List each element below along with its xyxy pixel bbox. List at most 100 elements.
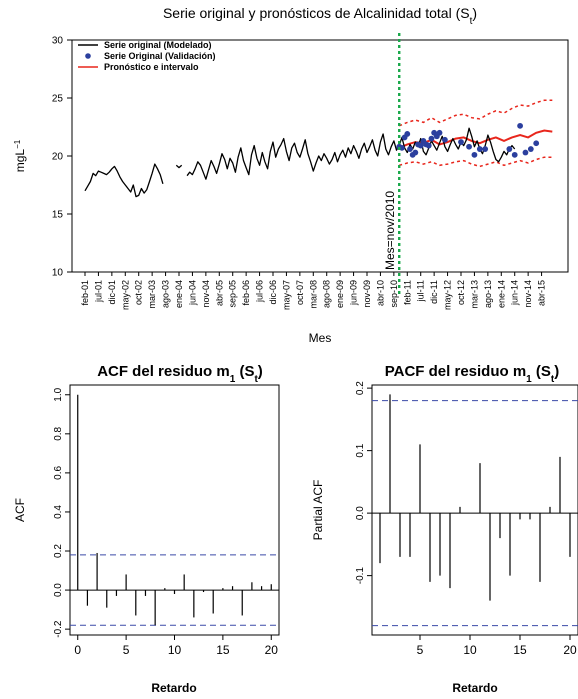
top-x-tick-label: dic-11	[429, 280, 439, 304]
pacf-x-tick-label: 15	[513, 643, 527, 657]
legend-label-forecast: Pronóstico e intervalo	[104, 62, 199, 72]
acf-y-tick-label: 0.4	[53, 505, 64, 519]
validation-point	[404, 131, 411, 137]
legend-label-original: Serie original (Modelado)	[104, 40, 212, 50]
acf-x-tick-label: 0	[74, 643, 81, 657]
pacf-x-tick-label: 10	[463, 643, 477, 657]
acf-y-tick-label: 0.8	[53, 426, 64, 440]
pacf-title: PACF del residuo m1 (St)	[385, 363, 560, 385]
acf-y-tick-label: 0.6	[53, 466, 64, 480]
acf-y-axis-label: ACF	[13, 498, 27, 522]
top-x-tick-label: ene-14	[496, 280, 506, 308]
top-x-tick-label: ago-13	[483, 280, 493, 308]
top-x-tick-label: nov-14	[523, 280, 533, 308]
pacf-y-tick-label: -0.1	[355, 567, 366, 585]
top-x-tick-label: ago-03	[161, 280, 171, 308]
top-y-tick-label: 15	[52, 210, 64, 221]
forecast-lower-bound	[398, 156, 553, 168]
validation-point	[407, 146, 413, 152]
top-x-tick-label: oct-07	[295, 280, 305, 305]
validation-point	[436, 129, 443, 136]
top-chart: Serie original y pronósticos de Alcalini…	[13, 5, 569, 345]
top-x-tick-label: nov-09	[362, 280, 372, 308]
validation-point	[399, 144, 405, 151]
top-x-tick-label: jul-01	[93, 280, 103, 303]
legend-swatch-validation	[85, 53, 91, 59]
validation-points-layer	[396, 122, 540, 158]
validation-point	[458, 139, 464, 145]
pacf-x-tick-label: 20	[563, 643, 577, 657]
top-x-tick-label: nov-04	[201, 280, 211, 308]
acf-y-tick-label: 0.2	[53, 544, 64, 558]
top-x-tick-label: sep-05	[228, 280, 238, 308]
original-series-layer	[84, 127, 516, 198]
top-x-tick-label: may-07	[281, 280, 291, 310]
top-x-tick-label: feb-06	[241, 280, 251, 306]
top-y-tick-label: 25	[52, 94, 64, 105]
acf-y-tick-label: -0.2	[53, 620, 64, 638]
validation-point	[476, 146, 483, 152]
top-x-tick-label: mar-08	[308, 280, 318, 309]
validation-point	[506, 146, 513, 152]
original-series-line	[84, 127, 516, 198]
top-x-tick-label: dic-01	[107, 280, 117, 305]
validation-point	[428, 135, 435, 142]
cut-annotation: Mes=nov/2010	[383, 191, 397, 270]
top-chart-title: Serie original y pronósticos de Alcalini…	[163, 5, 477, 27]
validation-point	[517, 122, 523, 129]
top-x-tick-label: sep-10	[389, 280, 399, 308]
top-y-tick-label: 30	[52, 36, 64, 47]
acf-plot-frame	[69, 384, 280, 636]
top-plot-frame	[71, 39, 569, 273]
top-x-tick-label: may-02	[120, 280, 130, 310]
top-x-tick-label: ago-08	[322, 280, 332, 308]
validation-point	[527, 146, 534, 152]
validation-point	[412, 149, 419, 156]
pacf-y-tick-label: 0.0	[355, 506, 366, 520]
top-x-tick-label: abr-15	[537, 280, 547, 306]
pacf-axes: -0.1 0.0 0.1 0.2 5 10 15 20	[355, 381, 578, 657]
validation-point	[471, 151, 478, 158]
top-x-tick-label: jun-14	[510, 280, 520, 306]
pacf-plot-frame	[371, 384, 578, 636]
pacf-y-tick-label: 0.1	[355, 443, 366, 457]
top-y-tick-label: 20	[52, 152, 64, 163]
validation-point	[441, 136, 448, 143]
top-x-tick-label: abr-10	[375, 280, 385, 306]
top-x-tick-label: dic-06	[268, 280, 278, 305]
acf-y-tick-label: 1.0	[53, 387, 64, 401]
top-x-axis-label: Mes	[309, 331, 332, 345]
top-x-tick-label: jun-09	[349, 280, 359, 306]
top-x-tick-label: feb-01	[80, 280, 90, 306]
acf-chart: ACF del residuo m1 (St) -0.2 0.0 0.2 0.4 0.6…	[13, 363, 280, 695]
forecast-upper-bound	[398, 99, 553, 127]
acf-x-axis-label: Retardo	[151, 681, 196, 695]
validation-point	[466, 143, 472, 150]
top-x-tick-label: ene-09	[335, 280, 345, 308]
validation-point	[511, 151, 518, 158]
top-x-tick-label: ene-04	[174, 280, 184, 308]
pacf-bars	[379, 394, 571, 601]
top-x-tick-label: oct-02	[134, 280, 144, 305]
top-x-axis: feb-01 jul-01 dic-01 may-02 oct-02 mar-03 ago-…	[80, 272, 547, 310]
validation-point	[425, 142, 432, 149]
legend: Serie original (Modelado) Serie Original…	[78, 40, 216, 72]
acf-x-tick-label: 5	[123, 643, 130, 657]
validation-point	[482, 146, 489, 152]
acf-x-tick-label: 20	[265, 643, 279, 657]
top-y-tick-label: 10	[52, 268, 64, 279]
top-y-axis-label: mgL−1	[13, 139, 28, 172]
top-x-tick-label: mar-03	[147, 280, 157, 309]
top-x-tick-label: feb-11	[402, 280, 412, 305]
top-x-tick-label: abr-05	[214, 280, 224, 306]
acf-axes: -0.2 0.0 0.2 0.4 0.6 0.8 1.0 0 5 10 15 20	[53, 387, 279, 657]
validation-point	[417, 142, 424, 149]
acf-x-tick-label: 15	[216, 643, 230, 657]
acf-y-tick-label: 0.0	[53, 583, 64, 597]
top-x-tick-label: may-12	[443, 280, 453, 310]
validation-point	[522, 149, 529, 156]
pacf-y-tick-label: 0.2	[355, 381, 366, 395]
pacf-chart: PACF del residuo m1 (St) -0.1 0.0 0.1 0.2 5 1…	[311, 363, 578, 695]
pacf-x-tick-label: 5	[417, 643, 424, 657]
